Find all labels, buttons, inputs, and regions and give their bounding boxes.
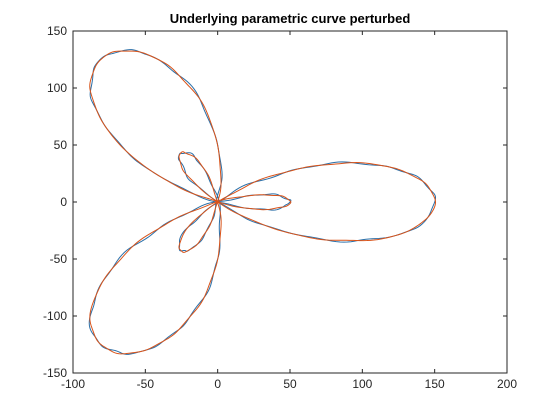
y-tick-label: 50 [54, 138, 68, 152]
x-tick-label: -100 [61, 377, 85, 391]
y-tick-label: 100 [47, 81, 67, 95]
y-tick-label: -100 [43, 309, 67, 323]
y-tick-label: -150 [43, 366, 67, 380]
y-tick-label: 0 [60, 195, 67, 209]
x-tick-label: 0 [214, 377, 221, 391]
x-tick-label: 200 [497, 377, 517, 391]
x-tick-label: -50 [137, 377, 155, 391]
x-tick-label: 50 [283, 377, 297, 391]
chart-title: Underlying parametric curve perturbed [170, 11, 411, 26]
y-tick-label: 150 [47, 24, 67, 38]
x-tick-label: 150 [425, 377, 445, 391]
x-tick-label: 100 [352, 377, 372, 391]
series-line-2 [89, 50, 437, 355]
y-tick-label: -50 [50, 252, 68, 266]
plot-area [88, 49, 437, 355]
